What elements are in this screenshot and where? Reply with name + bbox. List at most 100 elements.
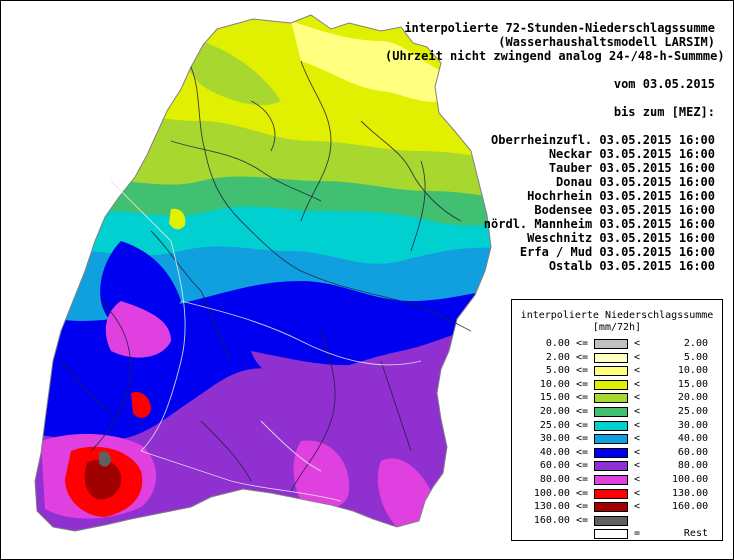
basin-name: Ostalb: [548, 259, 593, 273]
basin-datetime: 03.05.2015 16:00: [599, 189, 715, 203]
basin-datetime: 03.05.2015 16:00: [599, 175, 715, 189]
legend-operator: <: [634, 405, 641, 417]
basin-row: Tauber 03.05.2015 16:00: [385, 161, 715, 175]
basin-name: Erfa / Mud: [519, 245, 593, 259]
legend-row: 0.00 <= <2.00: [512, 337, 722, 351]
legend-lower-bound: 15.00 <=: [539, 392, 588, 404]
basin-name: Neckar: [548, 147, 593, 161]
basin-row: Neckar 03.05.2015 16:00: [385, 147, 715, 161]
legend-unit: [mm/72h]: [592, 322, 642, 333]
basin-name: nördl. Mannheim: [483, 217, 593, 231]
legend-swatch: [594, 366, 628, 377]
to-date-label: bis zum [MEZ]:: [613, 105, 715, 119]
legend-lower-bound: 0.00 <=: [545, 338, 588, 349]
state-border: [34, 14, 492, 532]
from-date-label: vom 03.05.2015: [613, 77, 715, 91]
legend-row: = Rest: [512, 527, 722, 541]
river-network: [60, 60, 472, 492]
basin-datetime: 03.05.2015 16:00: [599, 245, 715, 259]
basin-name: Oberrheinzufl.: [491, 133, 593, 147]
legend-operator: <: [634, 501, 641, 513]
basin-datetime: 03.05.2015 16:00: [599, 161, 715, 175]
basin-datetime: 03.05.2015 16:00: [599, 217, 715, 231]
basin-row: Ostalb 03.05.2015 16:00: [385, 259, 715, 273]
basin-name: Hochrhein: [527, 189, 593, 203]
legend-upper-bound: 20.00: [677, 392, 708, 404]
legend-row: 30.00 <= <40.00: [512, 432, 722, 446]
legend-operator: <: [634, 487, 641, 499]
legend-upper-bound: 5.00: [683, 351, 708, 363]
legend-lower-bound: 130.00 <=: [533, 501, 588, 513]
legend-operator: <: [634, 392, 641, 404]
legend-lower-bound: 20.00 <=: [539, 405, 588, 417]
legend-swatch: [594, 502, 628, 513]
legend-row: 25.00 <= <30.00: [512, 419, 722, 433]
title-line-3: (Uhrzeit nicht zwingend analog 24-/48-h-…: [385, 49, 725, 63]
legend-operator: <: [634, 473, 641, 485]
map-header: interpolierte 72-Stunden-Niederschlagssu…: [385, 21, 725, 273]
legend-upper-bound: 60.00: [677, 446, 708, 458]
legend-operator: <: [634, 460, 641, 472]
legend-upper-bound: Rest: [683, 528, 708, 540]
legend-swatch: [594, 529, 628, 540]
legend-operator: <: [634, 378, 641, 390]
legend-operator: <: [634, 433, 641, 445]
legend-lower-bound: 30.00 <=: [539, 433, 588, 445]
basin-row: Erfa / Mud 03.05.2015 16:00: [385, 245, 715, 259]
basin-datetime: 03.05.2015 16:00: [599, 147, 715, 161]
legend-row: 10.00 <= <15.00: [512, 378, 722, 392]
legend-upper-bound: 80.00: [677, 460, 708, 472]
legend-swatch: [594, 461, 628, 472]
legend-upper-bound: 160.00: [672, 501, 709, 513]
legend-lower-bound: 10.00 <=: [539, 378, 588, 390]
legend-swatch: [594, 379, 628, 390]
basin-row: Weschnitz 03.05.2015 16:00: [385, 231, 715, 245]
basin-row: Bodensee 03.05.2015 16:00: [385, 203, 715, 217]
legend-swatch: [594, 515, 628, 526]
legend-swatch: [594, 420, 628, 431]
basin-datetime: 03.05.2015 16:00: [599, 133, 715, 147]
legend-row: 130.00 <= <160.00: [512, 500, 722, 514]
basin-name: Bodensee: [534, 203, 593, 217]
legend-operator: <: [634, 351, 641, 363]
legend-row: 15.00 <= <20.00: [512, 391, 722, 405]
legend-row: 160.00 <=: [512, 514, 722, 528]
basin-row: Hochrhein 03.05.2015 16:00: [385, 189, 715, 203]
legend-upper-bound: 25.00: [677, 405, 708, 417]
legend-upper-bound: 130.00: [672, 487, 709, 499]
basin-row: nördl. Mannheim 03.05.2015 16:00: [385, 217, 715, 231]
legend-lower-bound: 25.00 <=: [539, 419, 588, 431]
basin-name: Donau: [556, 175, 593, 189]
legend-row: 5.00 <= <10.00: [512, 364, 722, 378]
legend-row: 20.00 <= <25.00: [512, 405, 722, 419]
title-line-2: (Wasserhaushaltsmodell LARSIM): [498, 35, 715, 49]
legend-operator: =: [634, 528, 641, 540]
legend-lower-bound: 5.00 <=: [545, 365, 588, 377]
legend-lower-bound: 40.00 <=: [539, 446, 588, 458]
legend-lower-bound: 80.00 <=: [539, 473, 588, 485]
legend-operator: <: [634, 338, 641, 349]
legend-row: 2.00 <= <5.00: [512, 351, 722, 365]
legend-upper-bound: 40.00: [677, 433, 708, 445]
legend-title: interpolierte Niederschlagssumme: [520, 310, 714, 321]
legend-operator: <: [634, 446, 641, 458]
basin-row: Donau 03.05.2015 16:00: [385, 175, 715, 189]
legend-swatch: [594, 393, 628, 404]
legend-classes: 0.00 <= <2.00 2.00 <= <5.00 5.00 <= <10.00 10.…: [512, 337, 722, 541]
legend-swatch: [594, 406, 628, 417]
legend-lower-bound: 160.00 <=: [533, 514, 588, 526]
basin-row: Oberrheinzufl. 03.05.2015 16:00: [385, 133, 715, 147]
basin-name: Weschnitz: [527, 231, 593, 245]
basin-datetime: 03.05.2015 16:00: [599, 203, 715, 217]
legend-swatch: [594, 447, 628, 458]
basin-boundaries: [110, 180, 422, 502]
legend-upper-bound: 15.00: [677, 378, 708, 390]
legend-row: 80.00 <= <100.00: [512, 473, 722, 487]
title-line-1: interpolierte 72-Stunden-Niederschlagssu…: [404, 21, 715, 35]
legend-upper-bound: 100.00: [672, 473, 709, 485]
legend-swatch: [594, 434, 628, 445]
legend-swatch: [594, 488, 628, 499]
legend-operator: <: [634, 365, 641, 377]
legend-swatch: [594, 339, 628, 349]
